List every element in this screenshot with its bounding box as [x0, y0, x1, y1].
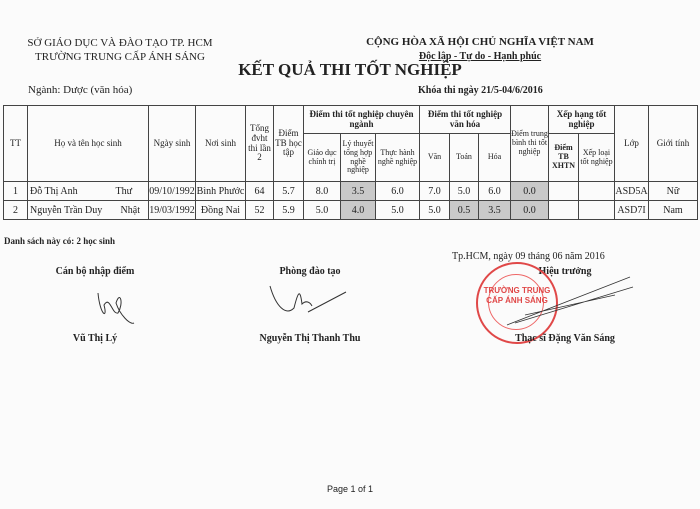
entry-role: Cán bộ nhập điểm — [55, 266, 135, 277]
cell-math: 0.5 — [449, 200, 479, 220]
cell-tt: 2 — [3, 200, 28, 220]
cell-rank-class — [578, 200, 615, 220]
cell-gpa: 5.7 — [273, 181, 304, 201]
header-avg: Điểm trung bình thi tốt nghiệp — [510, 105, 549, 182]
header-math: Toán — [449, 133, 479, 182]
cell-literature: 5.0 — [419, 200, 450, 220]
cell-practice: 5.0 — [375, 200, 420, 220]
training-role: Phòng đào tạo — [279, 266, 341, 277]
cell-chemistry: 6.0 — [478, 181, 511, 201]
header-credits: Tổng đvht thi lần 2 — [245, 105, 274, 182]
header-rank-group: Xếp hạng tốt nghiệp — [548, 105, 615, 134]
cell-birthplace: Bình Phước — [195, 181, 246, 201]
signature-training — [269, 285, 347, 313]
header-practice: Thực hành nghề nghiệp — [375, 133, 420, 182]
results-table: TT Họ và tên học sinh Ngày sinh Nơi sinh… — [3, 105, 698, 220]
cell-class: ASD7I — [614, 200, 649, 220]
header-rank-score: Điểm TB XHTN — [548, 133, 579, 182]
department-name: SỞ GIÁO DỤC VÀ ĐÀO TẠO TP. HCM — [27, 37, 213, 49]
header-politics: Giáo dục chính trị — [303, 133, 341, 182]
table-row: 1 Đỗ Thị Anh Thư 09/10/1992 Bình Phước 64… — [3, 181, 698, 201]
signature-principal — [506, 276, 634, 326]
cell-rank-score — [548, 200, 579, 220]
principal-name: Thạc sĩ Đặng Văn Sáng — [515, 333, 615, 344]
cell-chemistry: 3.5 — [478, 200, 511, 220]
cell-dob: 09/10/1992 — [148, 181, 196, 201]
cell-credits: 64 — [245, 181, 274, 201]
cell-avg: 0.0 — [510, 200, 549, 220]
header-chemistry: Hóa — [478, 133, 511, 182]
first-name: Nguyễn Trần Duy — [30, 204, 103, 216]
republic-title: CỘNG HÒA XÃ HỘI CHỦ NGHĨA VIỆT NAM — [366, 36, 594, 48]
cell-gender: Nữ — [648, 181, 698, 201]
cell-politics: 5.0 — [303, 200, 341, 220]
header-birthplace: Nơi sinh — [195, 105, 246, 182]
signature-entry — [97, 292, 135, 324]
table-row: 2 Nguyễn Trần Duy Nhật 19/03/1992 Đồng Na… — [3, 200, 698, 220]
school-name: TRƯỜNG TRUNG CẤP ÁNH SÁNG — [35, 51, 205, 63]
last-name: Nhật — [120, 204, 140, 216]
motto: Độc lập - Tự do - Hạnh phúc — [418, 51, 542, 62]
school-stamp: TRƯỜNG TRUNG CẤP ÁNH SÁNG — [476, 262, 558, 344]
cell-politics: 8.0 — [303, 181, 341, 201]
header-theory: Lý thuyết tổng hợp nghề nghiệp — [340, 133, 376, 182]
cell-theory: 3.5 — [340, 181, 376, 201]
place-date: Tp.HCM, ngày 09 tháng 06 năm 2016 — [452, 251, 605, 262]
major-label: Ngành: Dược (văn hóa) — [28, 84, 133, 96]
header-gpa: Điểm TB học tập — [273, 105, 304, 182]
cell-dob: 19/03/1992 — [148, 200, 196, 220]
stamp-text: TRƯỜNG TRUNG CẤP ÁNH SÁNG — [483, 286, 551, 305]
document-title: KẾT QUẢ THI TỐT NGHIỆP — [238, 60, 462, 79]
cell-literature: 7.0 — [419, 181, 450, 201]
cell-birthplace: Đồng Nai — [195, 200, 246, 220]
cell-gpa: 5.9 — [273, 200, 304, 220]
cell-math: 5.0 — [449, 181, 479, 201]
student-count: Danh sách này có: 2 học sinh — [4, 236, 116, 246]
cell-name: Nguyễn Trần Duy Nhật — [27, 200, 149, 220]
entry-name: Vũ Thị Lý — [72, 333, 118, 344]
header-tt: TT — [3, 105, 28, 182]
cell-avg: 0.0 — [510, 181, 549, 201]
header-rank-class: Xếp loại tốt nghiệp — [578, 133, 615, 182]
header-literature: Văn — [419, 133, 450, 182]
cell-name: Đỗ Thị Anh Thư — [27, 181, 149, 201]
header-class: Lớp — [614, 105, 649, 182]
cell-class: ASD5A — [614, 181, 649, 201]
cell-practice: 6.0 — [375, 181, 420, 201]
cell-rank-class — [578, 181, 615, 201]
cell-theory: 4.0 — [340, 200, 376, 220]
cell-gender: Nam — [648, 200, 698, 220]
page-number: Page 1 of 1 — [326, 484, 374, 494]
header-major-group: Điểm thi tốt nghiệp chuyên ngành — [303, 105, 420, 134]
first-name: Đỗ Thị Anh — [30, 185, 78, 197]
principal-role: Hiệu trưởng — [538, 266, 592, 277]
cell-rank-score — [548, 181, 579, 201]
header-name: Họ và tên học sinh — [27, 105, 149, 182]
exam-period: Khóa thi ngày 21/5-04/6/2016 — [418, 85, 543, 96]
training-name: Nguyễn Thị Thanh Thu — [259, 333, 361, 344]
header-gender: Giới tính — [648, 105, 698, 182]
cell-credits: 52 — [245, 200, 274, 220]
header-culture-group: Điểm thi tốt nghiệp văn hóa — [419, 105, 511, 134]
last-name: Thư — [115, 185, 132, 197]
cell-tt: 1 — [3, 181, 28, 201]
header-dob: Ngày sinh — [148, 105, 196, 182]
